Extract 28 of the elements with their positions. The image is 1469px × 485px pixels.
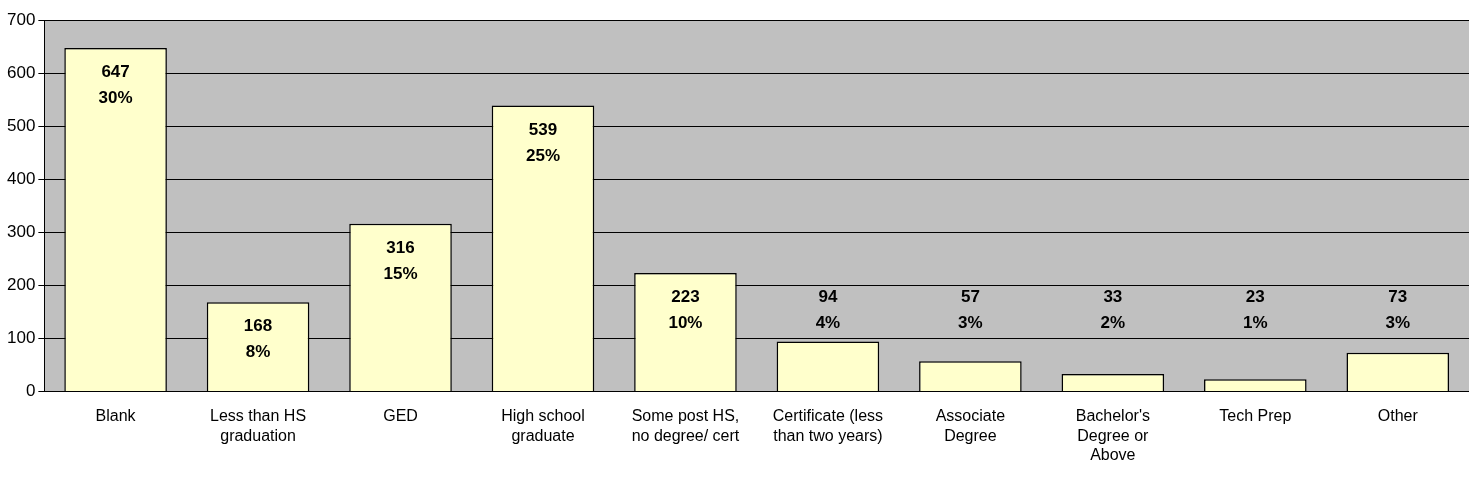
y-tick-label: 200 [6,274,36,294]
x-tick-label: Certificate (less than two years) [772,407,884,444]
y-tick-label: 400 [6,168,36,188]
y-tick-label: 600 [6,62,36,82]
data-label: 316 15% [383,237,418,283]
y-tick-label: 100 [6,328,36,348]
data-label: 94 4% [815,286,841,332]
x-tick-label: GED [383,407,418,425]
data-label: 23 1% [1243,286,1268,332]
x-tick-label: Less than HS graduation [210,407,307,444]
data-label: 223 10% [668,287,703,333]
x-tick-label: High school graduate [501,407,585,444]
y-tick-label: 300 [6,221,36,241]
data-label: 57 3% [958,286,983,332]
y-tick-label: 0 [25,381,36,401]
data-label: 647 30% [98,62,133,108]
data-label: 168 8% [243,316,273,362]
y-tick-label: 700 [6,9,36,29]
y-tick-label: 500 [6,115,36,135]
x-tick-label: Some post HS, no degree/ cert [631,407,740,444]
x-tick-label: Associate Degree [935,407,1006,444]
data-label: 539 25% [525,119,560,165]
x-tick-label: Tech Prep [1219,407,1292,425]
data-label: 73 3% [1385,286,1411,332]
x-tick-label: Blank [95,407,137,425]
x-tick-label: Bachelor's Degree or Above [1075,407,1150,463]
data-label: 33 2% [1100,286,1126,332]
x-tick-label: Other [1377,407,1419,425]
